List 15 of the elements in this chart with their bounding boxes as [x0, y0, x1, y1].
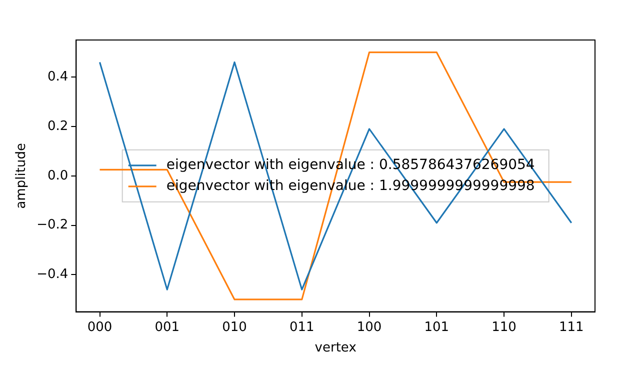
y-tick-label: −0.4 — [36, 267, 68, 282]
x-tick-label: 000 — [87, 320, 112, 335]
x-tick-label: 101 — [424, 320, 450, 335]
y-tick-label: 0.4 — [47, 69, 68, 84]
y-tick-label: 0.2 — [47, 118, 68, 134]
x-tick-label: 100 — [356, 320, 382, 335]
y-axis-title: amplitude — [14, 143, 30, 209]
x-tick-label: 011 — [289, 320, 314, 335]
x-axis-title: vertex — [314, 340, 357, 356]
y-tick-label: 0.0 — [47, 168, 68, 184]
x-tick-label: 010 — [222, 320, 247, 335]
x-tick-label: 111 — [559, 320, 584, 335]
y-tick-label: −0.2 — [36, 218, 68, 233]
x-tick-label: 110 — [492, 320, 516, 335]
x-tick-label: 001 — [154, 320, 180, 335]
